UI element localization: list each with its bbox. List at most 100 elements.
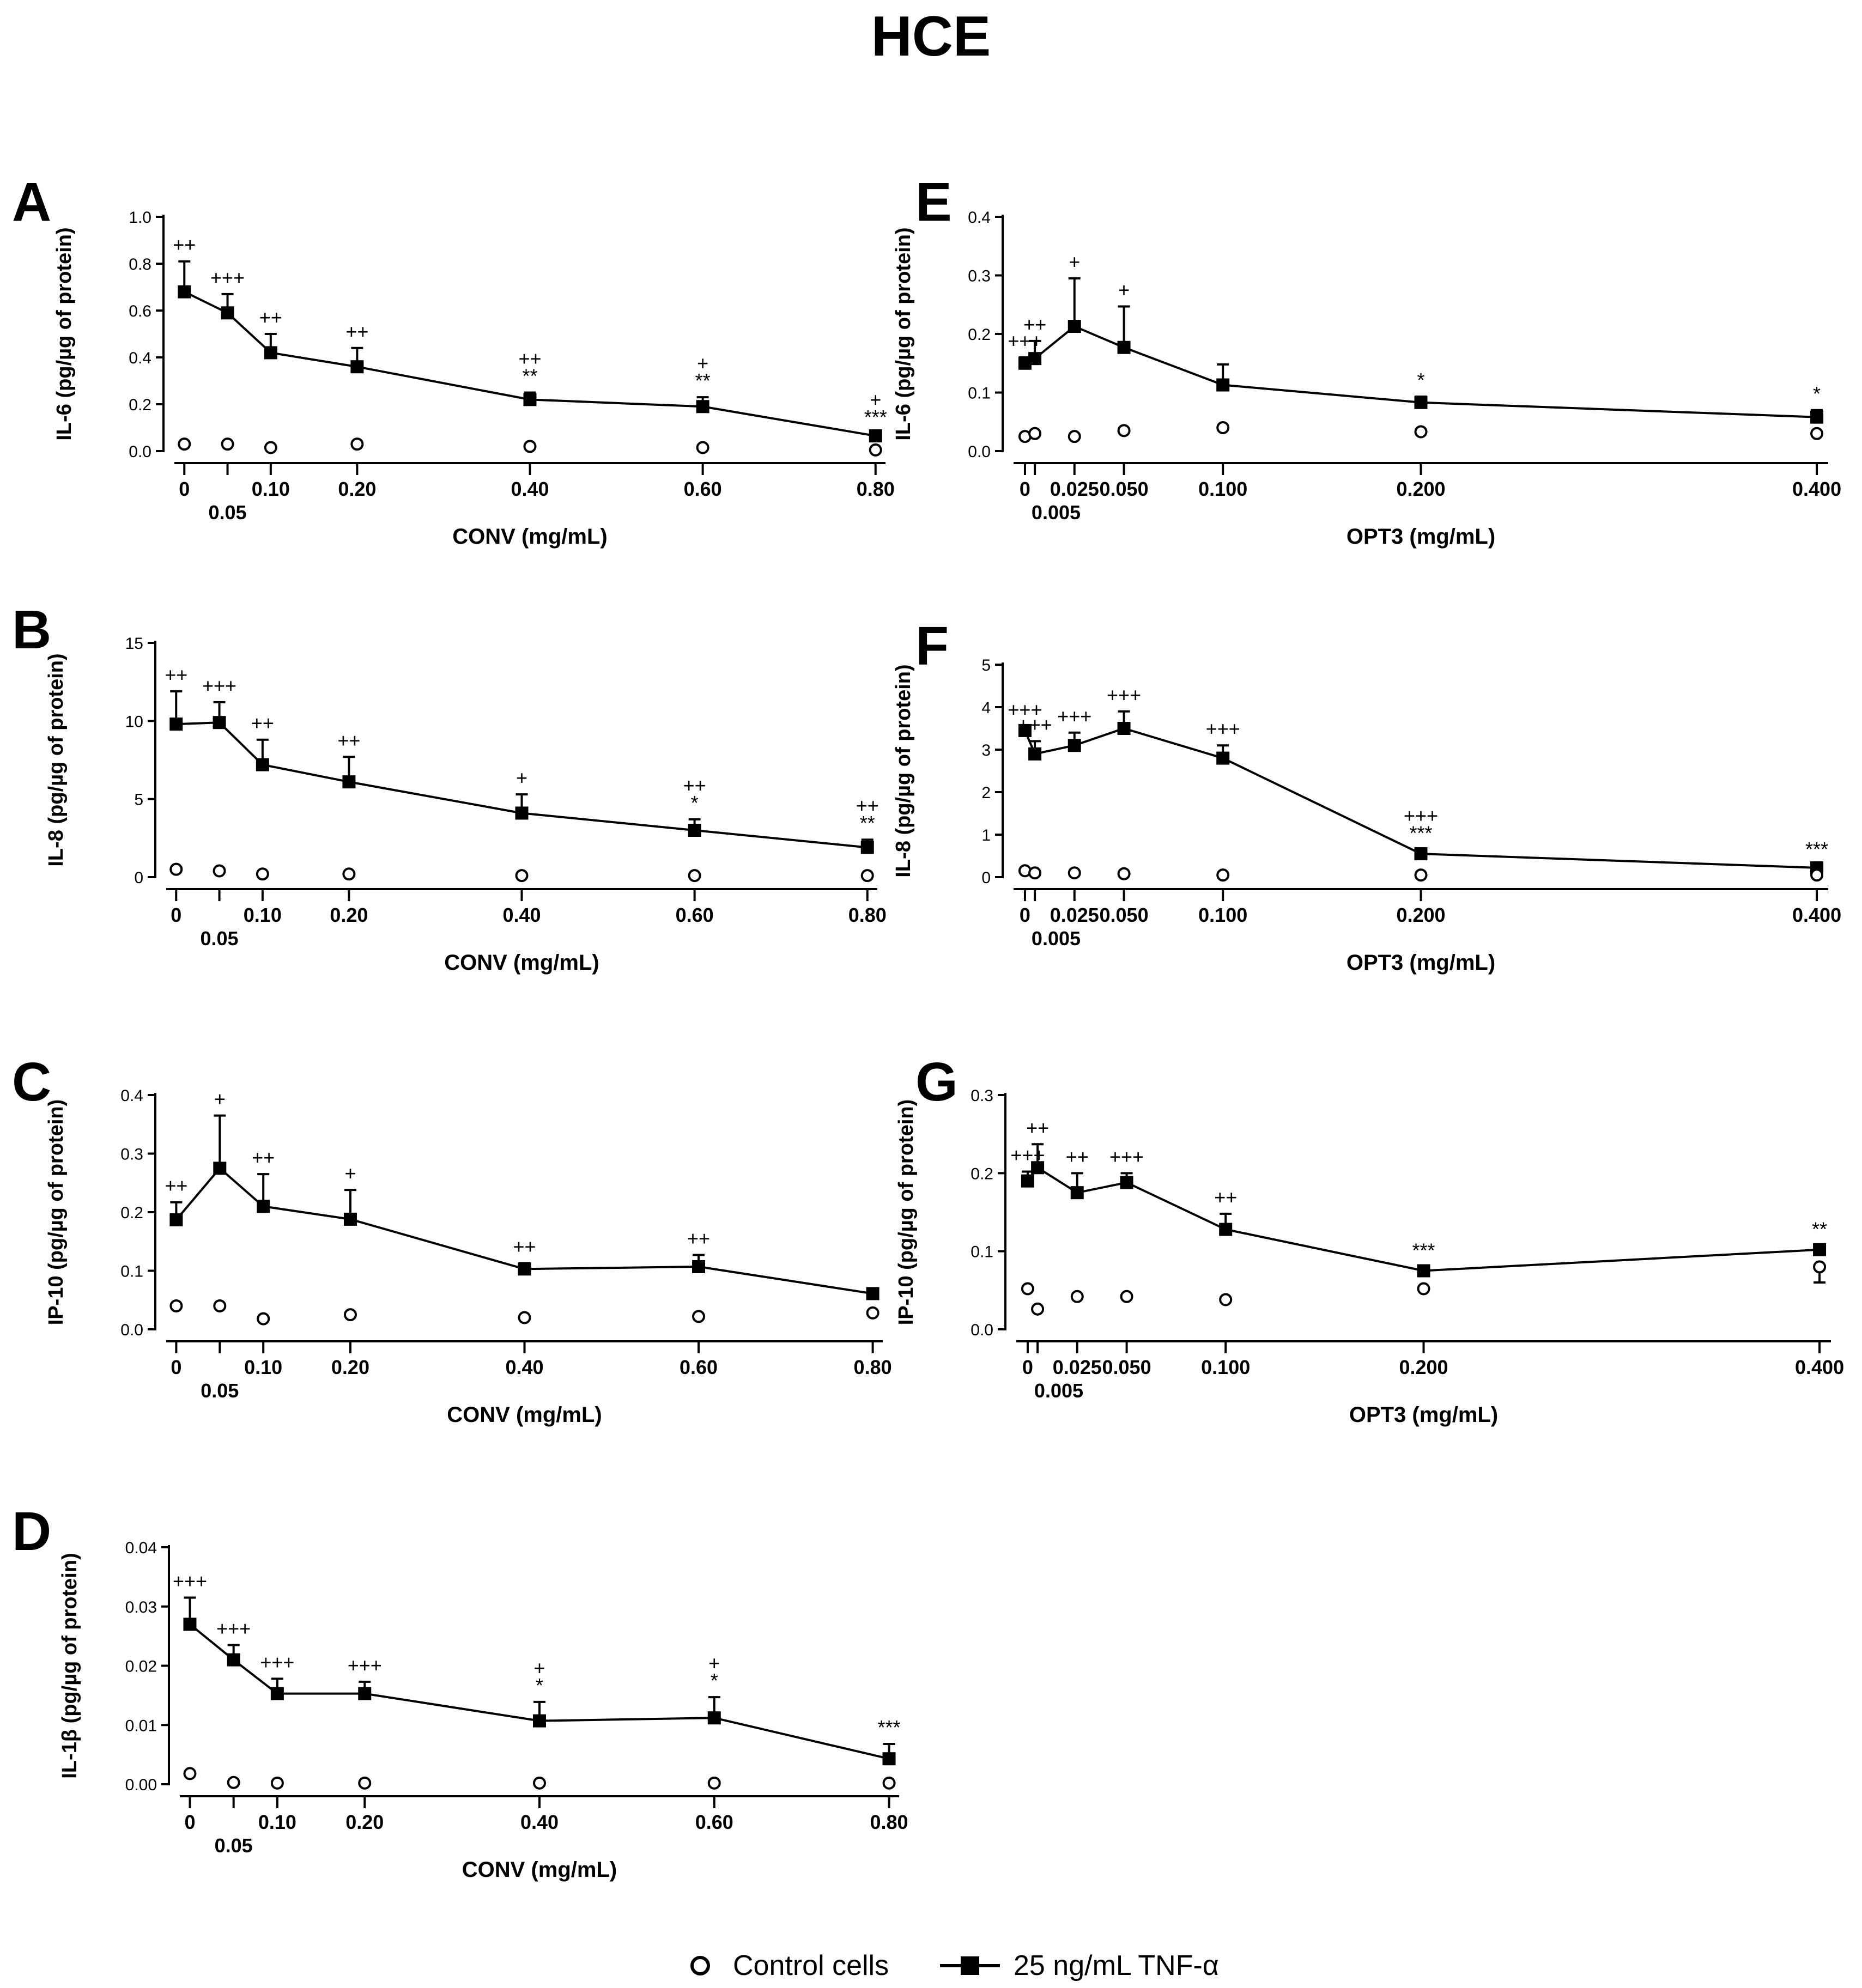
tnf-point (1120, 1176, 1133, 1189)
significance-label: *** (1409, 822, 1432, 844)
tnf-point (264, 346, 277, 360)
significance-label: +++ (1404, 804, 1438, 826)
x-tick-label: 0.025 (1050, 904, 1099, 926)
x-tick-label: 0.20 (345, 1811, 384, 1833)
significance-label: + (516, 767, 527, 789)
tnf-point (1028, 747, 1042, 761)
tnf-point (358, 1687, 372, 1700)
y-tick-label: 0.4 (968, 209, 991, 227)
open-circle-icon (690, 1956, 710, 1975)
significance-label: ++ (252, 1146, 275, 1169)
tnf-point (882, 1752, 896, 1766)
tnf-point (1216, 751, 1230, 765)
tnf-point (1117, 722, 1131, 735)
y-tick-label: 0.04 (125, 1539, 157, 1557)
y-tick-label: 0.4 (129, 349, 151, 367)
tnf-point (213, 716, 226, 729)
control-point (1117, 867, 1131, 880)
control-point (1810, 427, 1824, 440)
y-axis-title: IL-1β (pg/µg of protein) (58, 1553, 81, 1778)
y-tick-label: 0 (134, 869, 143, 887)
significance-label: +++ (1107, 684, 1141, 706)
control-point (1810, 868, 1824, 882)
tnf-point (692, 1260, 706, 1273)
control-point (256, 867, 269, 881)
tnf-point (533, 1714, 546, 1728)
x-axis-title: CONV (mg/mL) (462, 1858, 617, 1882)
significance-label: +++ (1008, 698, 1042, 721)
control-point (358, 1776, 372, 1790)
x-tick-label: 0.200 (1399, 1356, 1448, 1378)
control-point (515, 869, 529, 883)
tnf-point (256, 758, 269, 771)
significance-label: +++ (210, 266, 245, 289)
x-tick-label: 0 (184, 1811, 195, 1833)
x-tick-label: 0.10 (258, 1811, 296, 1833)
significance-label: ++ (856, 794, 879, 817)
x-tick-label: 0.60 (680, 1356, 718, 1378)
x-tick-label: 0.100 (1201, 1356, 1250, 1378)
significance-label: ** (695, 369, 711, 392)
y-tick-label: 1.0 (129, 209, 151, 227)
x-tick-label: 0.40 (520, 1811, 559, 1833)
significance-label: + (344, 1162, 356, 1184)
y-tick-label: 0.6 (129, 302, 151, 320)
significance-label: ** (522, 365, 537, 387)
tnf-point (866, 1287, 880, 1300)
control-point (707, 1776, 721, 1790)
significance-label: * (1417, 369, 1424, 391)
y-tick-label: 0.4 (120, 1087, 143, 1105)
tnf-series-line (1024, 727, 1817, 869)
y-tick-label: 0.3 (968, 268, 991, 285)
x-tick-label: 0.050 (1100, 904, 1149, 926)
x-tick-label: 0.005 (1034, 1379, 1083, 1402)
tnf-point (1810, 410, 1824, 424)
tnf-point (860, 841, 874, 854)
y-tick-label: 0.1 (971, 1243, 993, 1261)
x-tick-label: 0.40 (502, 904, 541, 926)
y-tick-label: 0.02 (125, 1658, 157, 1676)
panel-letter: E (915, 172, 952, 233)
significance-label: * (691, 792, 699, 814)
control-point (343, 1308, 357, 1322)
tnf-point (869, 429, 882, 443)
tnf-point (1219, 1223, 1233, 1236)
significance-label: +++ (1010, 1144, 1045, 1166)
control-point (169, 1299, 183, 1312)
significance-label: ++ (165, 1175, 187, 1197)
control-point (1028, 866, 1042, 880)
x-tick-label: 0.05 (201, 927, 239, 950)
significance-label: ++ (687, 1227, 710, 1249)
x-tick-label: 0 (1022, 1356, 1033, 1378)
significance-label: + (1118, 278, 1130, 301)
control-point (1813, 1260, 1827, 1274)
y-tick-label: 15 (125, 635, 143, 653)
x-tick-label: 0.100 (1198, 478, 1247, 500)
control-point (169, 862, 183, 876)
control-point (1219, 1293, 1233, 1306)
significance-label: *** (864, 406, 887, 428)
tnf-point (1031, 1161, 1045, 1175)
x-tick-label: 0.05 (209, 501, 247, 524)
control-point (688, 869, 701, 883)
chart-panel-b: B 0 5 10 15 0 0.050.10 0.20 0.40 0.60 0.80 CONV (mg… (12, 599, 887, 975)
x-tick-label: 0.200 (1396, 478, 1445, 500)
y-tick-label: 0 (981, 869, 991, 887)
x-tick-label: 0.10 (252, 478, 290, 500)
x-tick-label: 0.400 (1795, 1356, 1844, 1378)
tnf-point (1813, 1243, 1827, 1256)
control-point (1028, 427, 1042, 440)
x-tick-label: 0.005 (1032, 501, 1081, 524)
x-tick-label: 0.40 (505, 1356, 543, 1378)
y-axis-title: IL-6 (pg/µg of protein) (892, 227, 915, 440)
x-tick-label: 0.20 (331, 1356, 369, 1378)
y-axis-title: IP-10 (pg/µg of protein) (895, 1099, 918, 1326)
control-point (518, 1311, 531, 1324)
tnf-point (1068, 739, 1081, 752)
tnf-point (1068, 320, 1081, 333)
x-tick-label: 0 (171, 1356, 181, 1378)
tnf-point (183, 1618, 197, 1631)
x-tick-label: 0.80 (870, 1811, 908, 1833)
tnf-point (696, 400, 709, 414)
